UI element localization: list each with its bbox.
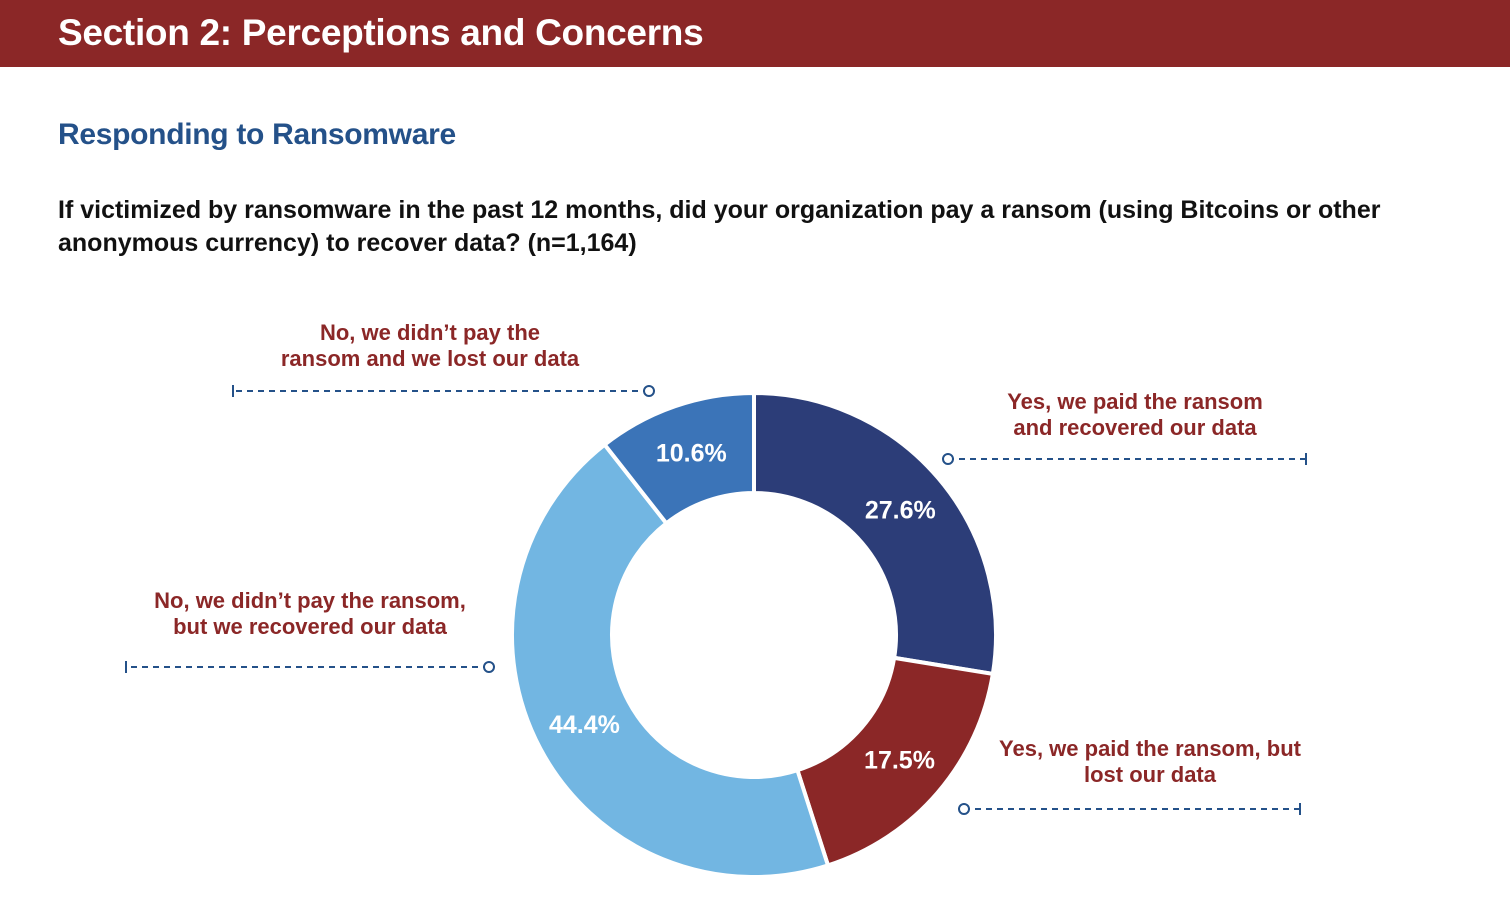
callout-line: but we recovered our data [173,614,447,639]
value-label-paid-recovered: 27.6% [865,497,936,525]
value-label-not-paid-lost: 10.6% [656,440,727,468]
callout-paid-recovered: Yes, we paid the ransom and recovered ou… [940,389,1330,441]
leader-not-paid-lost-dot [643,385,655,397]
callout-line: lost our data [1083,762,1216,787]
callout-not-paid-lost: No, we didn’t pay the ransom and we lost… [230,320,630,372]
section-title: Section 2: Perceptions and Concerns [58,12,704,53]
section-subtitle: Responding to Ransomware [58,118,456,151]
slice-not-paid-recovered [510,441,831,879]
survey-question: If victimized by ransomware in the past … [58,196,1381,257]
slice-not-paid-lost [601,390,756,527]
leader-paid-lost-dot [958,803,970,815]
callout-line: Yes, we paid the ransom [1007,389,1263,414]
callout-line: ransom and we lost our data [280,346,580,371]
section-header-bar: Section 2: Perceptions and Concerns [0,0,1510,67]
slice-paid-lost [794,655,996,868]
leader-not-paid-recovered-dot [483,661,495,673]
leader-paid-recovered-dot [942,453,954,465]
callout-line: Yes, we paid the ransom, but [999,736,1301,761]
slice-paid-recovered [752,390,998,677]
value-label-not-paid-recovered: 44.4% [549,711,620,739]
callout-line: No, we didn’t pay the ransom, [154,588,466,613]
value-label-paid-lost: 17.5% [864,746,935,774]
callout-line: and recovered our data [1013,415,1257,440]
callout-paid-lost: Yes, we paid the ransom, but lost our da… [950,736,1350,788]
callout-line: No, we didn’t pay the [319,320,540,345]
callout-not-paid-recovered: No, we didn’t pay the ransom, but we rec… [100,588,520,640]
